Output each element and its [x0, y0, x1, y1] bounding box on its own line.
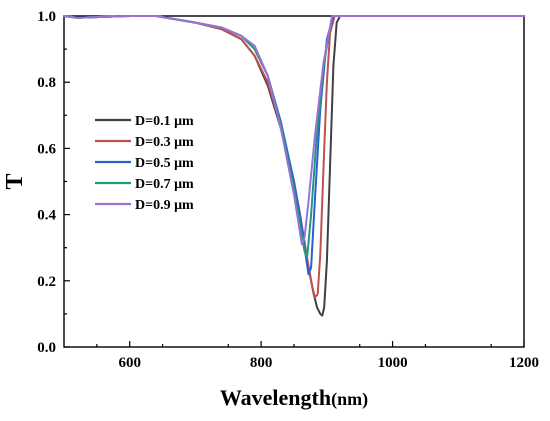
series-line-2: [63, 15, 525, 299]
series-line-1: [63, 15, 525, 317]
x-axis-label: Wavelength: [220, 385, 331, 410]
series-line-3: [63, 15, 525, 276]
y-tick-label: 0.0: [37, 340, 56, 356]
x-axis-unit: (nm): [331, 389, 368, 410]
y-tick-label: 1.0: [37, 9, 56, 25]
x-axis-title: Wavelength(nm): [220, 385, 368, 410]
x-tick-label: 1000: [378, 355, 408, 371]
legend: D=0.1 μm D=0.3 μm D=0.5 μm D=0.7 μm D=0.9 μm: [95, 114, 194, 213]
ticks: 600 800 1000 1200 0.0 0.2 0.4 0.6 0.8 1.0: [37, 9, 539, 371]
y-tick-label: 0.2: [37, 274, 56, 290]
legend-label-3: D=0.5 μm: [135, 156, 194, 171]
series-line-4: [63, 15, 525, 259]
legend-label-2: D=0.3 μm: [135, 135, 194, 150]
x-tick-label: 800: [250, 355, 273, 371]
plot-area: [63, 15, 525, 317]
series-line-5: [63, 15, 525, 246]
y-tick-label: 0.8: [37, 75, 56, 91]
y-tick-label: 0.6: [37, 141, 56, 157]
y-axis-title: T: [2, 173, 28, 189]
x-tick-label: 1200: [509, 355, 539, 371]
legend-label-4: D=0.7 μm: [135, 177, 194, 192]
x-tick-label: 600: [118, 355, 141, 371]
y-tick-label: 0.4: [37, 208, 56, 224]
legend-label-5: D=0.9 μm: [135, 198, 194, 213]
legend-label-1: D=0.1 μm: [135, 114, 194, 129]
